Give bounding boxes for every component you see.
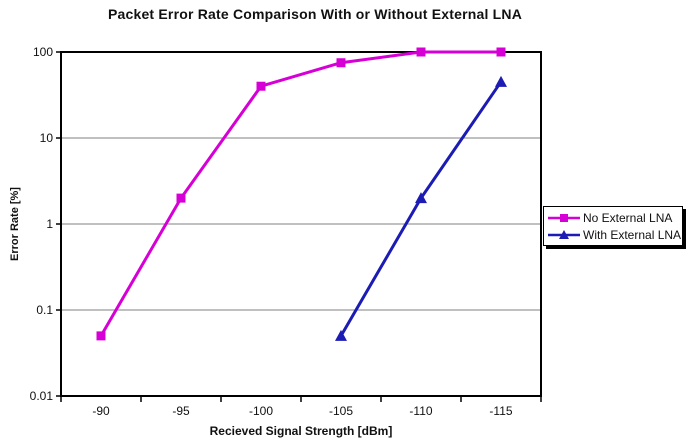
series-line-no-external-lna (99, 50, 503, 338)
y-tick-label: 0.1 (36, 303, 53, 317)
y-tick-label: 1 (46, 217, 53, 231)
x-tick-label: -100 (249, 404, 273, 418)
marker-square (336, 58, 346, 68)
marker-triangle (495, 75, 507, 87)
plot-border (60, 51, 542, 397)
marker-square (176, 193, 186, 203)
marker-triangle (415, 192, 427, 204)
series-line-with-external-lna (339, 80, 503, 338)
marker-square (256, 81, 266, 91)
chart-title: Packet Error Rate Comparison With or Wit… (107, 6, 523, 22)
x-tick-label: -105 (329, 404, 353, 418)
y-axis-title-wrap: Error Rate [%] (2, 52, 28, 396)
x-axis-title: Recieved Signal Strength [dBm] (209, 424, 393, 438)
y-tick-label: 100 (33, 45, 53, 59)
marker-square (96, 331, 106, 341)
legend-label: With External LNA (583, 227, 682, 242)
x-tick-label: -115 (489, 404, 512, 418)
legend-swatch-square-icon (548, 213, 580, 222)
y-tick-label: 0.01 (30, 389, 54, 403)
legend-item-with-external-lna: With External LNA (547, 226, 682, 243)
x-tick-label: -90 (92, 404, 110, 418)
y-tick-label: 10 (40, 131, 54, 145)
marker-square (416, 47, 426, 57)
legend: No External LNA With External LNA (543, 206, 683, 246)
marker-triangle (335, 329, 347, 341)
legend-item-no-external-lna: No External LNA (547, 209, 679, 226)
y-axis-title: Error Rate [%] (9, 187, 21, 261)
legend-swatch-triangle-icon (548, 229, 580, 239)
legend-label: No External LNA (583, 210, 673, 225)
marker-square (496, 47, 506, 57)
x-tick-label: -110 (409, 404, 432, 418)
x-tick-label: -95 (172, 404, 190, 418)
